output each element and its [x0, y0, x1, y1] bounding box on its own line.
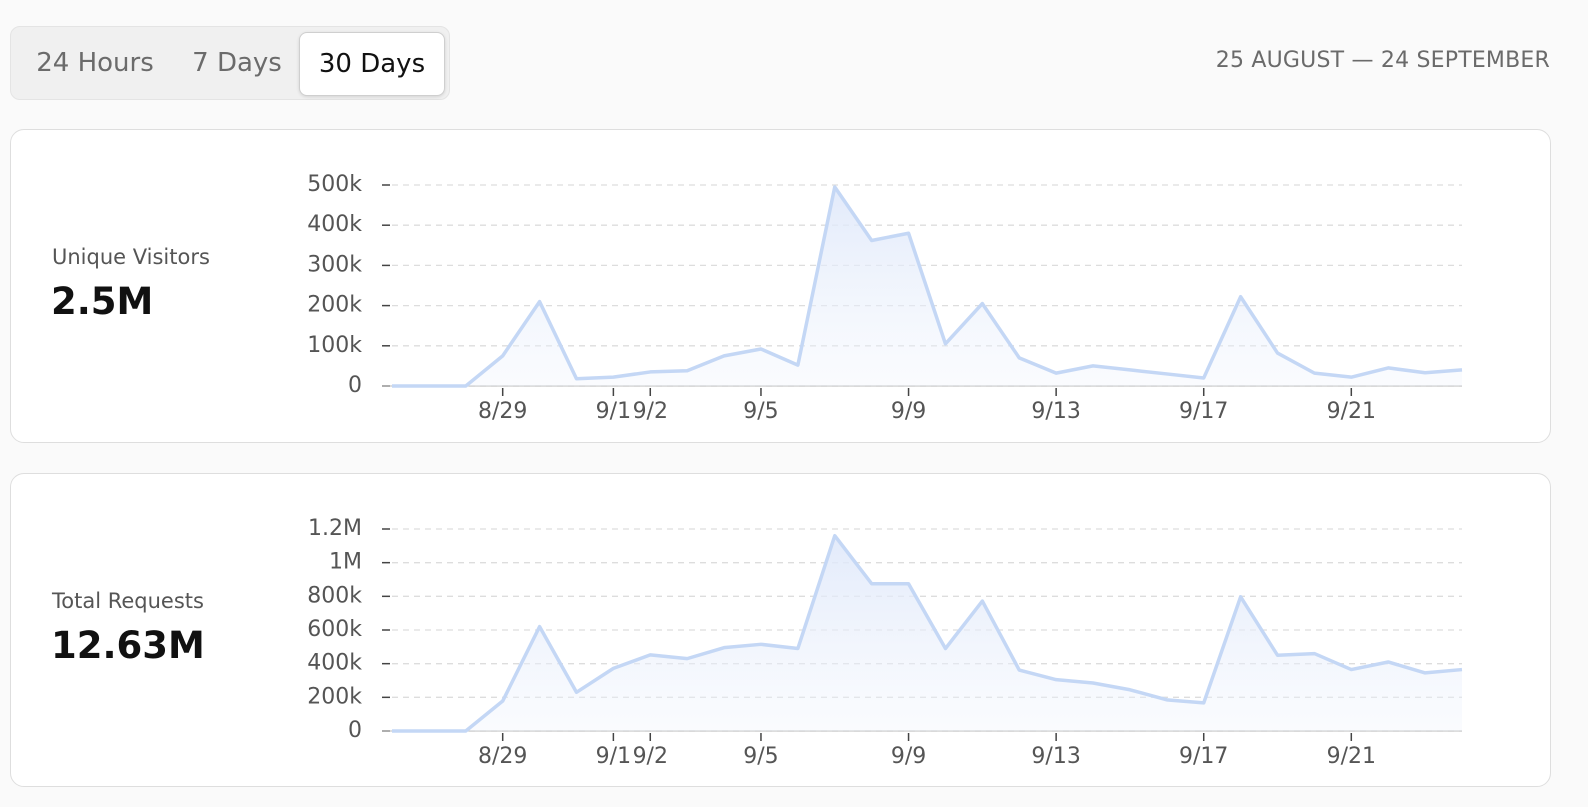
area-fill	[392, 187, 1462, 386]
range-tabs: 24 Hours 7 Days 30 Days	[10, 26, 450, 100]
x-tick-label: 9/1	[596, 399, 631, 424]
date-range: 25 AUGUST — 24 SEPTEMBER	[1215, 48, 1550, 73]
y-tick-label: 200k	[307, 293, 362, 318]
x-tick-label: 9/5	[743, 399, 778, 424]
x-tick-label: 9/2	[633, 744, 668, 769]
x-tick-label: 9/21	[1327, 744, 1376, 769]
x-tick-label: 9/17	[1179, 399, 1228, 424]
x-tick-label: 9/21	[1327, 399, 1376, 424]
x-tick-label: 8/29	[478, 744, 527, 769]
x-tick-label: 9/13	[1031, 399, 1080, 424]
tab[interactable]: 24 Hours	[36, 48, 154, 78]
tab[interactable]: 7 Days	[192, 48, 282, 78]
metric-label: Total Requests	[52, 589, 204, 613]
y-tick-label: 300k	[307, 252, 362, 277]
y-tick-label: 0	[348, 373, 362, 398]
x-tick-label: 8/29	[478, 399, 527, 424]
line	[392, 533, 1463, 733]
y-tick-label: 1M	[329, 550, 362, 575]
y-tick-label: 400k	[307, 212, 362, 237]
metric-label: Unique Visitors	[52, 245, 210, 269]
y-tick-label: 800k	[307, 583, 362, 608]
area-fill	[392, 535, 1462, 731]
y-tick-label: 0	[348, 718, 362, 743]
y-tick-label: 600k	[307, 617, 362, 642]
x-tick-label: 9/9	[891, 744, 926, 769]
y-tick-label: 1.2M	[308, 516, 362, 541]
y-tick-label: 100k	[307, 333, 362, 358]
tab[interactable]: 30 Days	[299, 32, 445, 96]
y-tick-label: 200k	[307, 684, 362, 709]
x-tick-label: 9/9	[891, 399, 926, 424]
metric-total: 2.5M	[51, 280, 154, 323]
x-tick-label: 9/1	[596, 744, 631, 769]
x-tick-label: 9/5	[743, 744, 778, 769]
metric-card: Unique Visitors 2.5M	[10, 129, 1551, 443]
x-tick-label: 9/2	[633, 399, 668, 424]
y-tick-label: 500k	[307, 172, 362, 197]
y-tick-label: 400k	[307, 651, 362, 676]
line	[392, 185, 1463, 388]
x-tick-label: 9/17	[1179, 744, 1228, 769]
x-tick-label: 9/13	[1031, 744, 1080, 769]
metric-total: 12.63M	[51, 624, 205, 667]
